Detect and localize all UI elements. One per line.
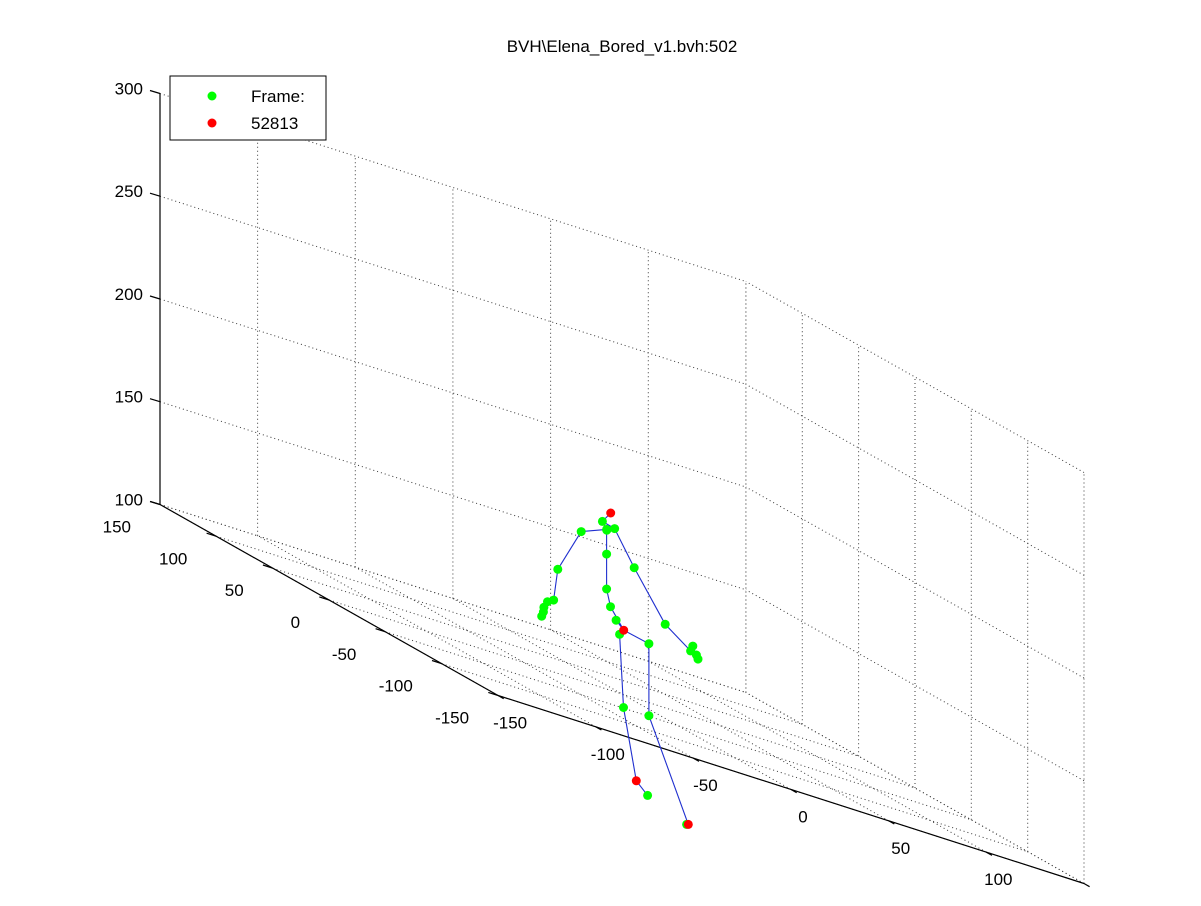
z-tick-label: 100 <box>115 491 143 510</box>
joint-point-red <box>619 626 628 635</box>
floor-grid-line <box>258 536 596 727</box>
z-tick-mark <box>150 296 160 299</box>
z-tick-mark <box>150 399 160 402</box>
z-tick-mark <box>150 193 160 196</box>
joint-point-red <box>632 776 641 785</box>
y-tick-label: -100 <box>379 677 413 696</box>
joint-point-green <box>612 616 621 625</box>
joint-point-green <box>606 602 615 611</box>
floor-grid-line <box>216 536 802 724</box>
joint-point-green <box>619 703 628 712</box>
joint-point-green <box>610 524 619 533</box>
joint-point-red <box>684 820 693 829</box>
grid-lines <box>160 94 1084 884</box>
joint-point-green <box>643 791 652 800</box>
joint-point-green <box>602 550 611 559</box>
joint-point-green <box>644 711 653 720</box>
y-tick-label: -50 <box>332 645 357 664</box>
z-tick-mark <box>150 91 160 94</box>
x-tick-label: -100 <box>591 745 625 764</box>
x-tick-mark <box>1084 884 1090 887</box>
joint-point-green <box>553 565 562 574</box>
z-tick-label: 250 <box>115 182 143 201</box>
x-tick-label: 50 <box>891 839 910 858</box>
floor-grid-line <box>273 568 859 756</box>
joint-point-green <box>602 585 611 594</box>
y-tick-label: 50 <box>225 581 244 600</box>
skeleton-bone <box>649 716 688 825</box>
skeleton-bone <box>624 708 637 781</box>
z-tick-label: 150 <box>115 388 143 407</box>
joint-point-red <box>606 509 615 518</box>
skeleton-bone <box>554 569 558 600</box>
x-tick-label: -50 <box>693 776 718 795</box>
y-tick-label: -150 <box>435 709 469 728</box>
joint-point-green <box>602 525 611 534</box>
joint-point-green <box>661 620 670 629</box>
floor-grid-line <box>385 632 971 820</box>
back-wall-grid-line <box>160 299 746 487</box>
skeleton-bone <box>665 624 690 651</box>
x-tick-label: 0 <box>798 808 807 827</box>
joint-point-green <box>577 527 586 536</box>
z-tick-label: 200 <box>115 285 143 304</box>
legend: Frame: 52813 <box>170 76 326 140</box>
z-tick-label: 300 <box>115 80 143 99</box>
joint-point-green <box>688 642 697 651</box>
y-tick-label: 150 <box>103 518 131 537</box>
joint-point-green <box>644 639 653 648</box>
skeleton-bone <box>620 634 624 707</box>
legend-label-frame: Frame: <box>251 87 305 106</box>
legend-label-frame-number: 52813 <box>251 114 298 133</box>
joint-point-green <box>694 655 703 664</box>
y-tick-label: 100 <box>159 549 187 568</box>
joint-point-green <box>630 563 639 572</box>
joint-point-green <box>598 517 607 526</box>
skeleton-bone <box>634 568 665 625</box>
axis-lines <box>160 94 1084 884</box>
side-wall-grid-line <box>746 590 1084 781</box>
joint-point-green <box>537 612 546 621</box>
y-tick-label: 0 <box>291 613 300 632</box>
legend-box <box>170 76 326 140</box>
chart-title: BVH\Elena_Bored_v1.bvh:502 <box>507 37 738 56</box>
floor-grid-line <box>551 630 889 821</box>
x-tick-label: -150 <box>493 714 527 733</box>
legend-marker-frame <box>208 92 217 101</box>
x-tick-label: 100 <box>984 870 1012 889</box>
skeleton-bone <box>558 532 581 570</box>
legend-marker-frame-number <box>208 119 217 128</box>
z-tick-mark <box>150 502 160 505</box>
tick-labels: -150 -100 -50 0 50 100 150 -150 -100 -50 0 50 100 150… <box>103 80 1111 902</box>
